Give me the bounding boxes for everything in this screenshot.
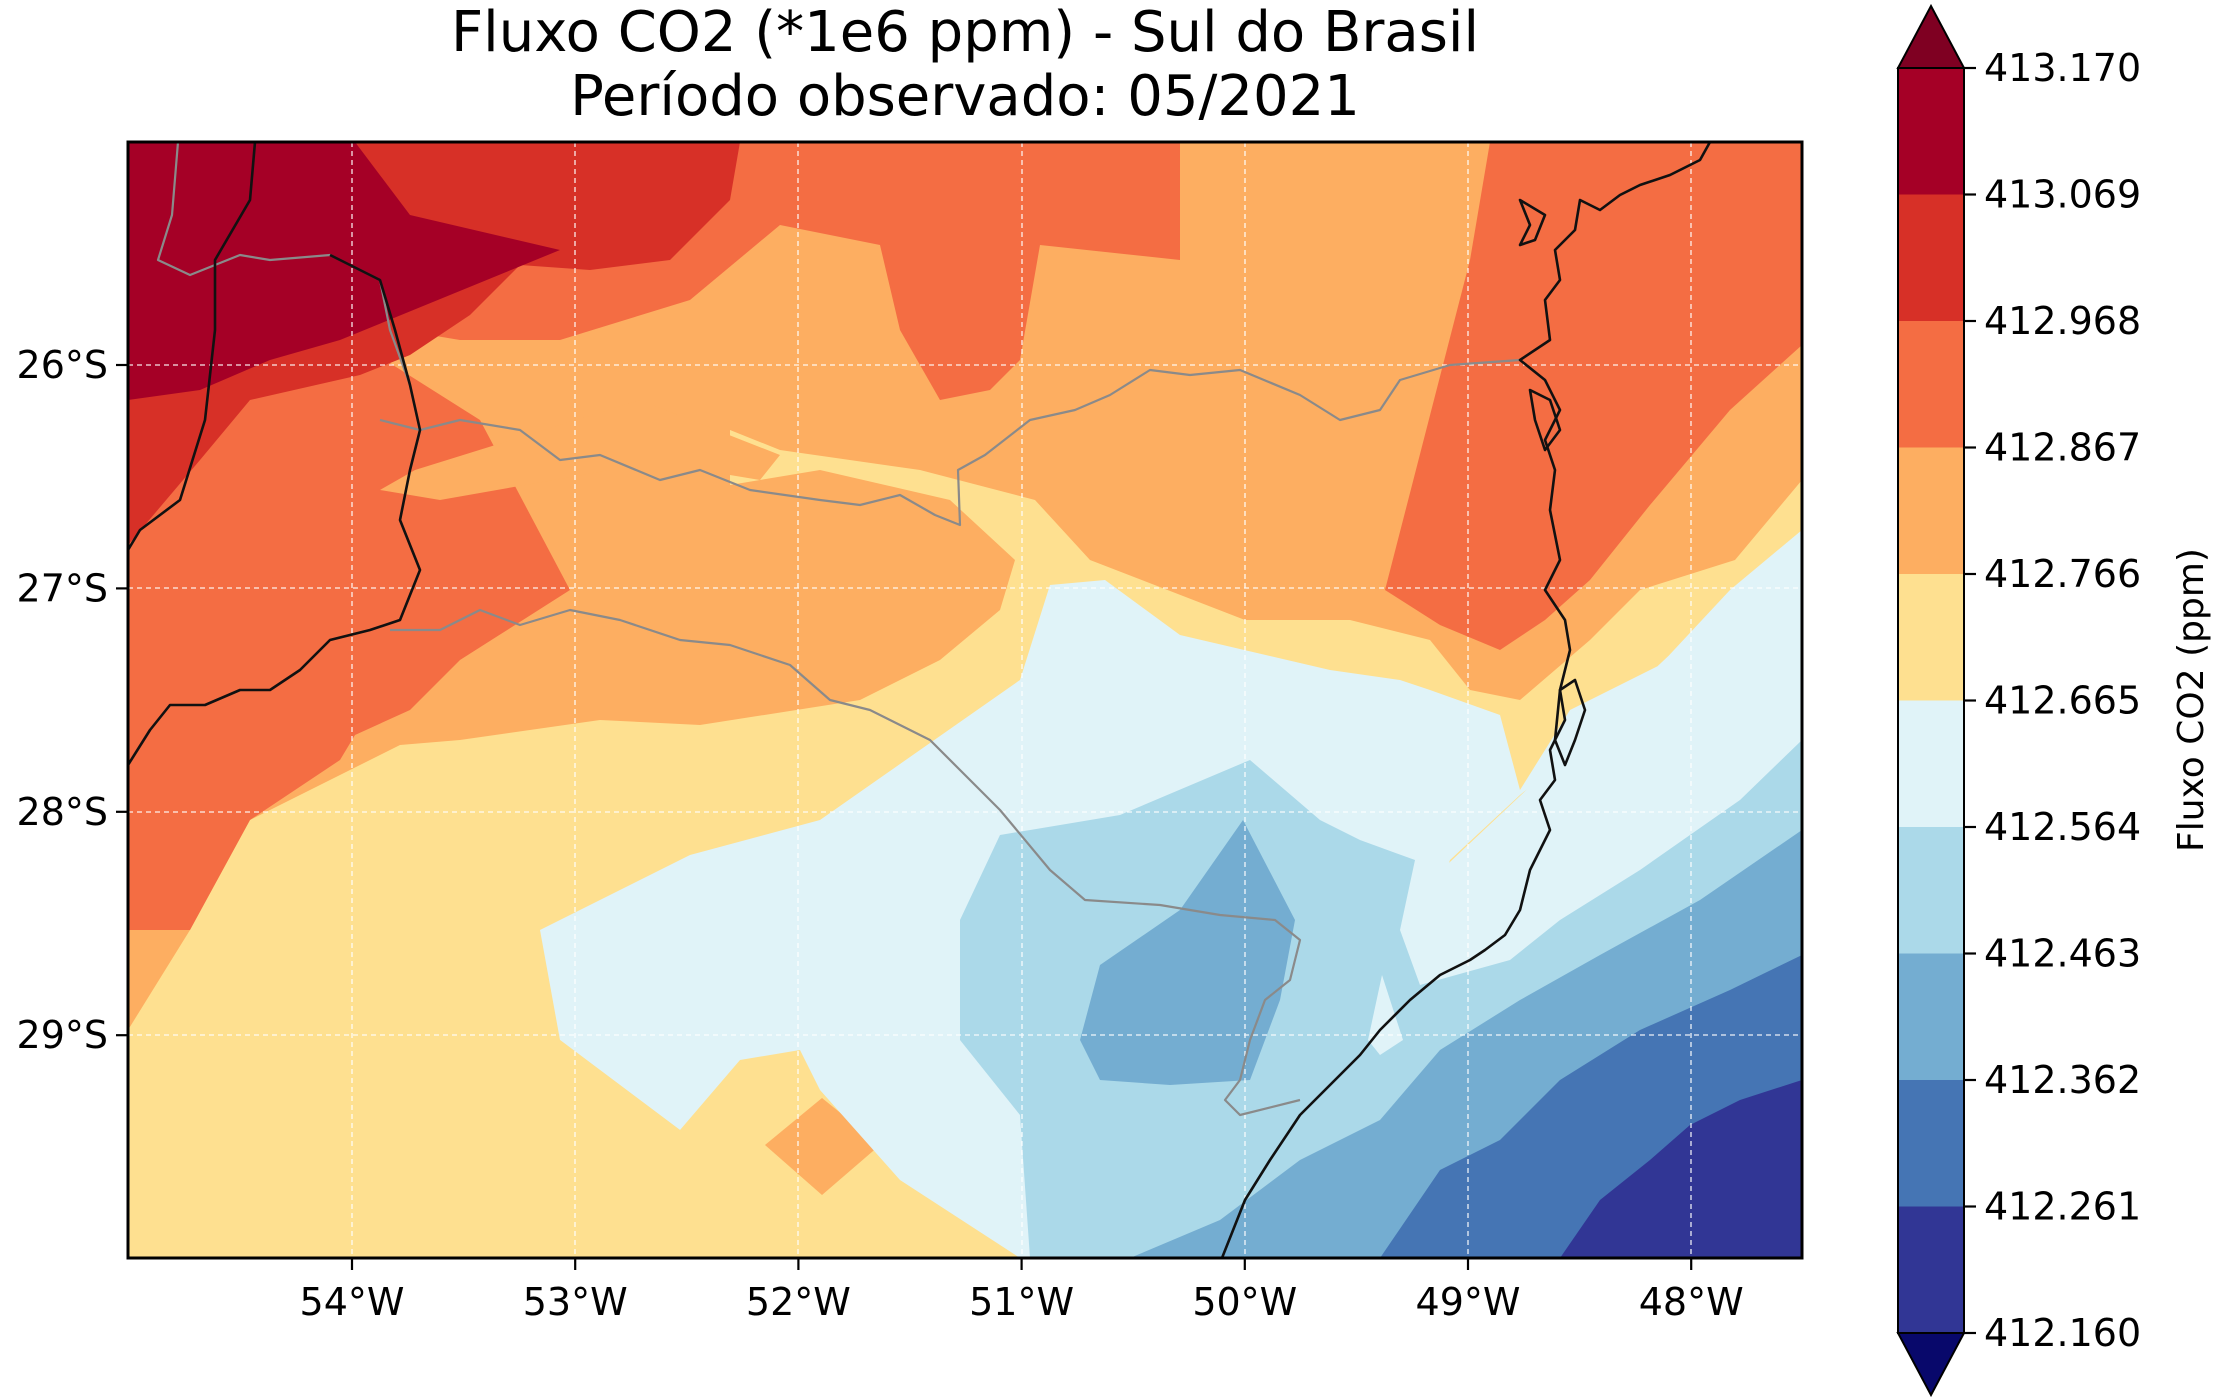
colorbar-segment [1898,321,1964,448]
colorbar-extend-top [1896,3,1966,69]
contour-band-412-665-412-766-bottom [128,990,820,1258]
x-tick-label: 53°W [523,1280,628,1324]
colorbar-tick-label: 412.564 [1984,805,2141,849]
colorbar-segment [1898,447,1964,575]
colorbar-tick-label: 413.170 [1984,46,2141,90]
x-axis-ticks: 54°W 53°W 52°W 51°W 50°W 49°W 48°W [300,1258,1744,1324]
map-title-line-2: Período observado: 05/2021 [570,64,1360,129]
x-tick-label: 50°W [1192,1280,1297,1324]
x-tick-label: 51°W [969,1280,1074,1324]
x-tick-label: 52°W [746,1280,851,1324]
y-tick-label: 28°S [17,790,108,834]
x-tick-label: 54°W [300,1280,405,1324]
contour-band-412-867-412-968-local [380,400,780,500]
colorbar-tick-label: 413.069 [1984,173,2141,217]
contour-fill-layer [128,142,1802,1258]
contour-band-412-160-412-261 [1560,1080,1802,1258]
colorbar-extend-bottom [1896,1332,1966,1398]
coastline [1220,142,1712,1258]
contour-band-412-867-412-968 [128,142,1802,930]
coast-lagoon [1528,388,1562,452]
y-tick-label: 27°S [17,566,108,610]
y-axis-ticks: 26°S 27°S 28°S 29°S [17,343,128,1057]
colorbar-segment [1898,1080,1964,1207]
colorbar-tick-label: 412.968 [1984,299,2141,343]
colorbar-segment [1898,68,1964,195]
state-borders [156,142,1521,1117]
colorbar-tick-label: 412.665 [1984,679,2141,723]
colorbar-label: Fluxo CO2 (ppm) [2171,548,2212,852]
map-frame [126,140,1804,1260]
y-tick-label: 26°S [17,343,108,387]
colorbar-tick-label: 412.160 [1984,1311,2141,1355]
colorbar-segment [1898,194,1964,322]
contour-band-412-766-412-867-local [1350,290,1395,385]
country-border-br-ar-pr [156,142,422,431]
border-paraguay [128,142,257,551]
colorbar-tick-label: 412.867 [1984,426,2141,470]
state-border-pr-sc [379,358,1521,527]
border-argentina [128,253,422,766]
gridlines [128,142,1802,1258]
country-borders [128,142,1712,1258]
colorbar-tick-label: 412.766 [1984,552,2141,596]
colorbar-tick-label: 412.362 [1984,1058,2141,1102]
colorbar-segment [1898,827,1964,954]
colorbar-segment [1898,953,1964,1081]
colorbar-tick-label: 412.261 [1984,1185,2141,1229]
coast-island [1553,678,1587,767]
x-tick-label: 49°W [1416,1280,1521,1324]
map-title-line-1: Fluxo CO2 (*1e6 ppm) - Sul do Brasil [450,0,1480,65]
colorbar: 413.170 413.069 412.968 412.867 412.766 412.6… [1896,3,2141,1398]
colorbar-tick-label: 412.463 [1984,932,2141,976]
contour-band-413-069-413-170 [128,142,560,400]
colorbar-segment [1898,574,1964,701]
coast-bay [1518,198,1547,247]
x-tick-label: 48°W [1639,1280,1744,1324]
contour-band-412-362-412-463-inner [1080,820,1295,1085]
colorbar-segment [1898,1206,1964,1334]
y-tick-label: 29°S [17,1013,108,1057]
colorbar-segment [1898,700,1964,828]
state-border-sc-rs [390,608,1302,1117]
